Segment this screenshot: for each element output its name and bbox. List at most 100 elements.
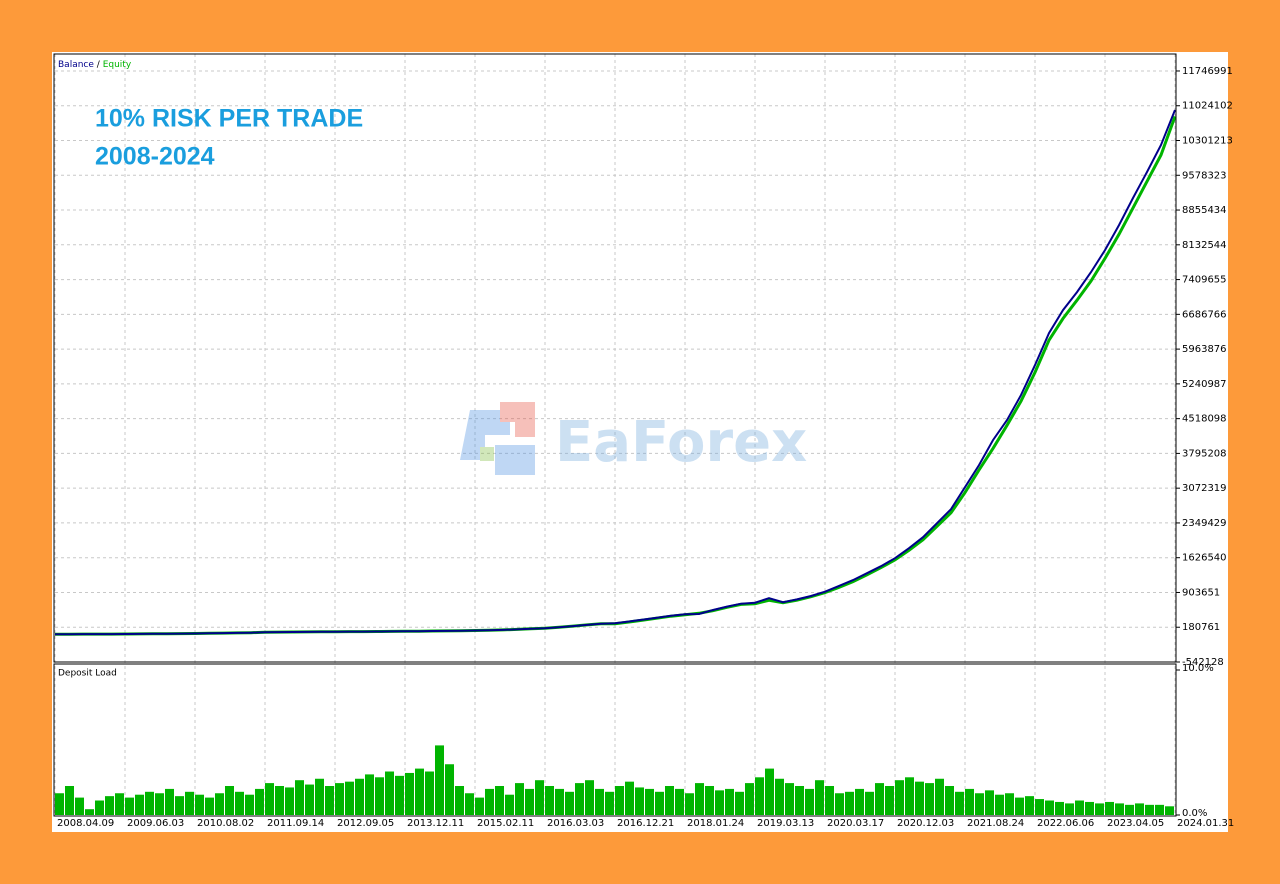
legend-entry: Balance <box>58 60 94 70</box>
bar <box>65 786 74 815</box>
bar <box>1085 801 1094 815</box>
bar <box>465 793 474 815</box>
bar <box>1155 804 1164 815</box>
x-tick-label: 2021.08.24 <box>967 818 1024 829</box>
bar <box>415 768 424 815</box>
bar <box>125 797 134 815</box>
bar <box>1075 800 1084 815</box>
bar <box>795 786 804 815</box>
bar <box>545 786 554 815</box>
y-tick-label: -542128 <box>1182 657 1224 668</box>
y-tick-label: 10301213 <box>1182 136 1233 147</box>
bar <box>685 793 694 815</box>
y-tick-label: 0.0% <box>1182 808 1207 819</box>
x-tick-label: 2012.09.05 <box>337 818 394 829</box>
bar <box>635 787 644 815</box>
x-tick-label: 2019.03.13 <box>757 818 814 829</box>
bar <box>775 778 784 815</box>
legend: Balance / Equity <box>58 60 132 70</box>
bar <box>825 786 834 815</box>
bar <box>835 793 844 815</box>
bar <box>1015 797 1024 815</box>
bar <box>485 788 494 815</box>
bar <box>535 780 544 815</box>
bar <box>345 781 354 815</box>
bar <box>405 772 414 815</box>
bar <box>475 797 484 815</box>
bar <box>215 793 224 815</box>
logo-part <box>495 445 535 475</box>
plot-frame <box>53 663 1177 817</box>
y-tick-label: 1626540 <box>1182 553 1227 564</box>
bar <box>235 791 244 815</box>
bar <box>855 788 864 815</box>
bar <box>95 800 104 815</box>
bar <box>655 791 664 815</box>
bar <box>245 794 254 815</box>
bar <box>745 783 754 815</box>
y-tick-label: 11024102 <box>1182 101 1233 112</box>
watermark-text: EaForex <box>555 410 807 475</box>
x-tick-label: 2016.12.21 <box>617 818 674 829</box>
y-tick-label: 11746991 <box>1182 66 1233 77</box>
bar <box>185 791 194 815</box>
bar <box>1055 801 1064 815</box>
bar <box>225 786 234 815</box>
y-tick-label: 2349429 <box>1182 518 1227 529</box>
bar <box>965 788 974 815</box>
bar <box>395 775 404 815</box>
bar <box>845 791 854 815</box>
x-tick-label: 2011.09.14 <box>267 818 324 829</box>
y-tick-label: 7409655 <box>1182 275 1227 286</box>
bar <box>1065 803 1074 815</box>
bar <box>885 786 894 815</box>
bar <box>355 778 364 815</box>
bar <box>575 783 584 815</box>
bar <box>525 788 534 815</box>
bar <box>645 788 654 815</box>
bar <box>955 791 964 815</box>
bar <box>705 786 714 815</box>
bar <box>985 790 994 815</box>
bar <box>375 777 384 815</box>
watermark: EaForex <box>460 402 807 475</box>
bar <box>135 794 144 815</box>
bar <box>1115 803 1124 815</box>
bar <box>1095 803 1104 815</box>
bar <box>305 784 314 815</box>
bar <box>255 788 264 815</box>
y-tick-label: 8855434 <box>1182 205 1227 216</box>
y-tick-label: 3795208 <box>1182 448 1227 459</box>
x-tick-label: 2015.02.11 <box>477 818 534 829</box>
bar <box>765 768 774 815</box>
bar <box>805 788 814 815</box>
bar <box>425 771 434 815</box>
grid <box>54 54 1176 816</box>
y-tick-label: 4518098 <box>1182 414 1227 425</box>
bar <box>55 793 64 815</box>
logo-part <box>480 447 494 461</box>
bar <box>115 793 124 815</box>
y-tick-label: 5963876 <box>1182 344 1227 355</box>
bar <box>195 794 204 815</box>
bar <box>165 788 174 815</box>
bar <box>555 788 564 815</box>
bar <box>875 783 884 815</box>
x-tick-label: 2016.03.03 <box>547 818 604 829</box>
x-tick-label: 2020.12.03 <box>897 818 954 829</box>
bar <box>155 793 164 815</box>
series-line <box>55 109 1176 636</box>
bar <box>915 781 924 815</box>
panel <box>52 52 1228 832</box>
bar <box>145 791 154 815</box>
y-tick-label: 5240987 <box>1182 379 1227 390</box>
bar <box>205 797 214 815</box>
chart-title: 10% RISK PER TRADE <box>95 105 363 133</box>
logo-part <box>460 410 510 460</box>
x-tick-label: 2024.01.31 <box>1177 818 1234 829</box>
bar <box>1105 801 1114 815</box>
x-tick-label: 2022.06.06 <box>1037 818 1094 829</box>
y-tick-label: 9578323 <box>1182 170 1227 181</box>
bar <box>995 794 1004 815</box>
